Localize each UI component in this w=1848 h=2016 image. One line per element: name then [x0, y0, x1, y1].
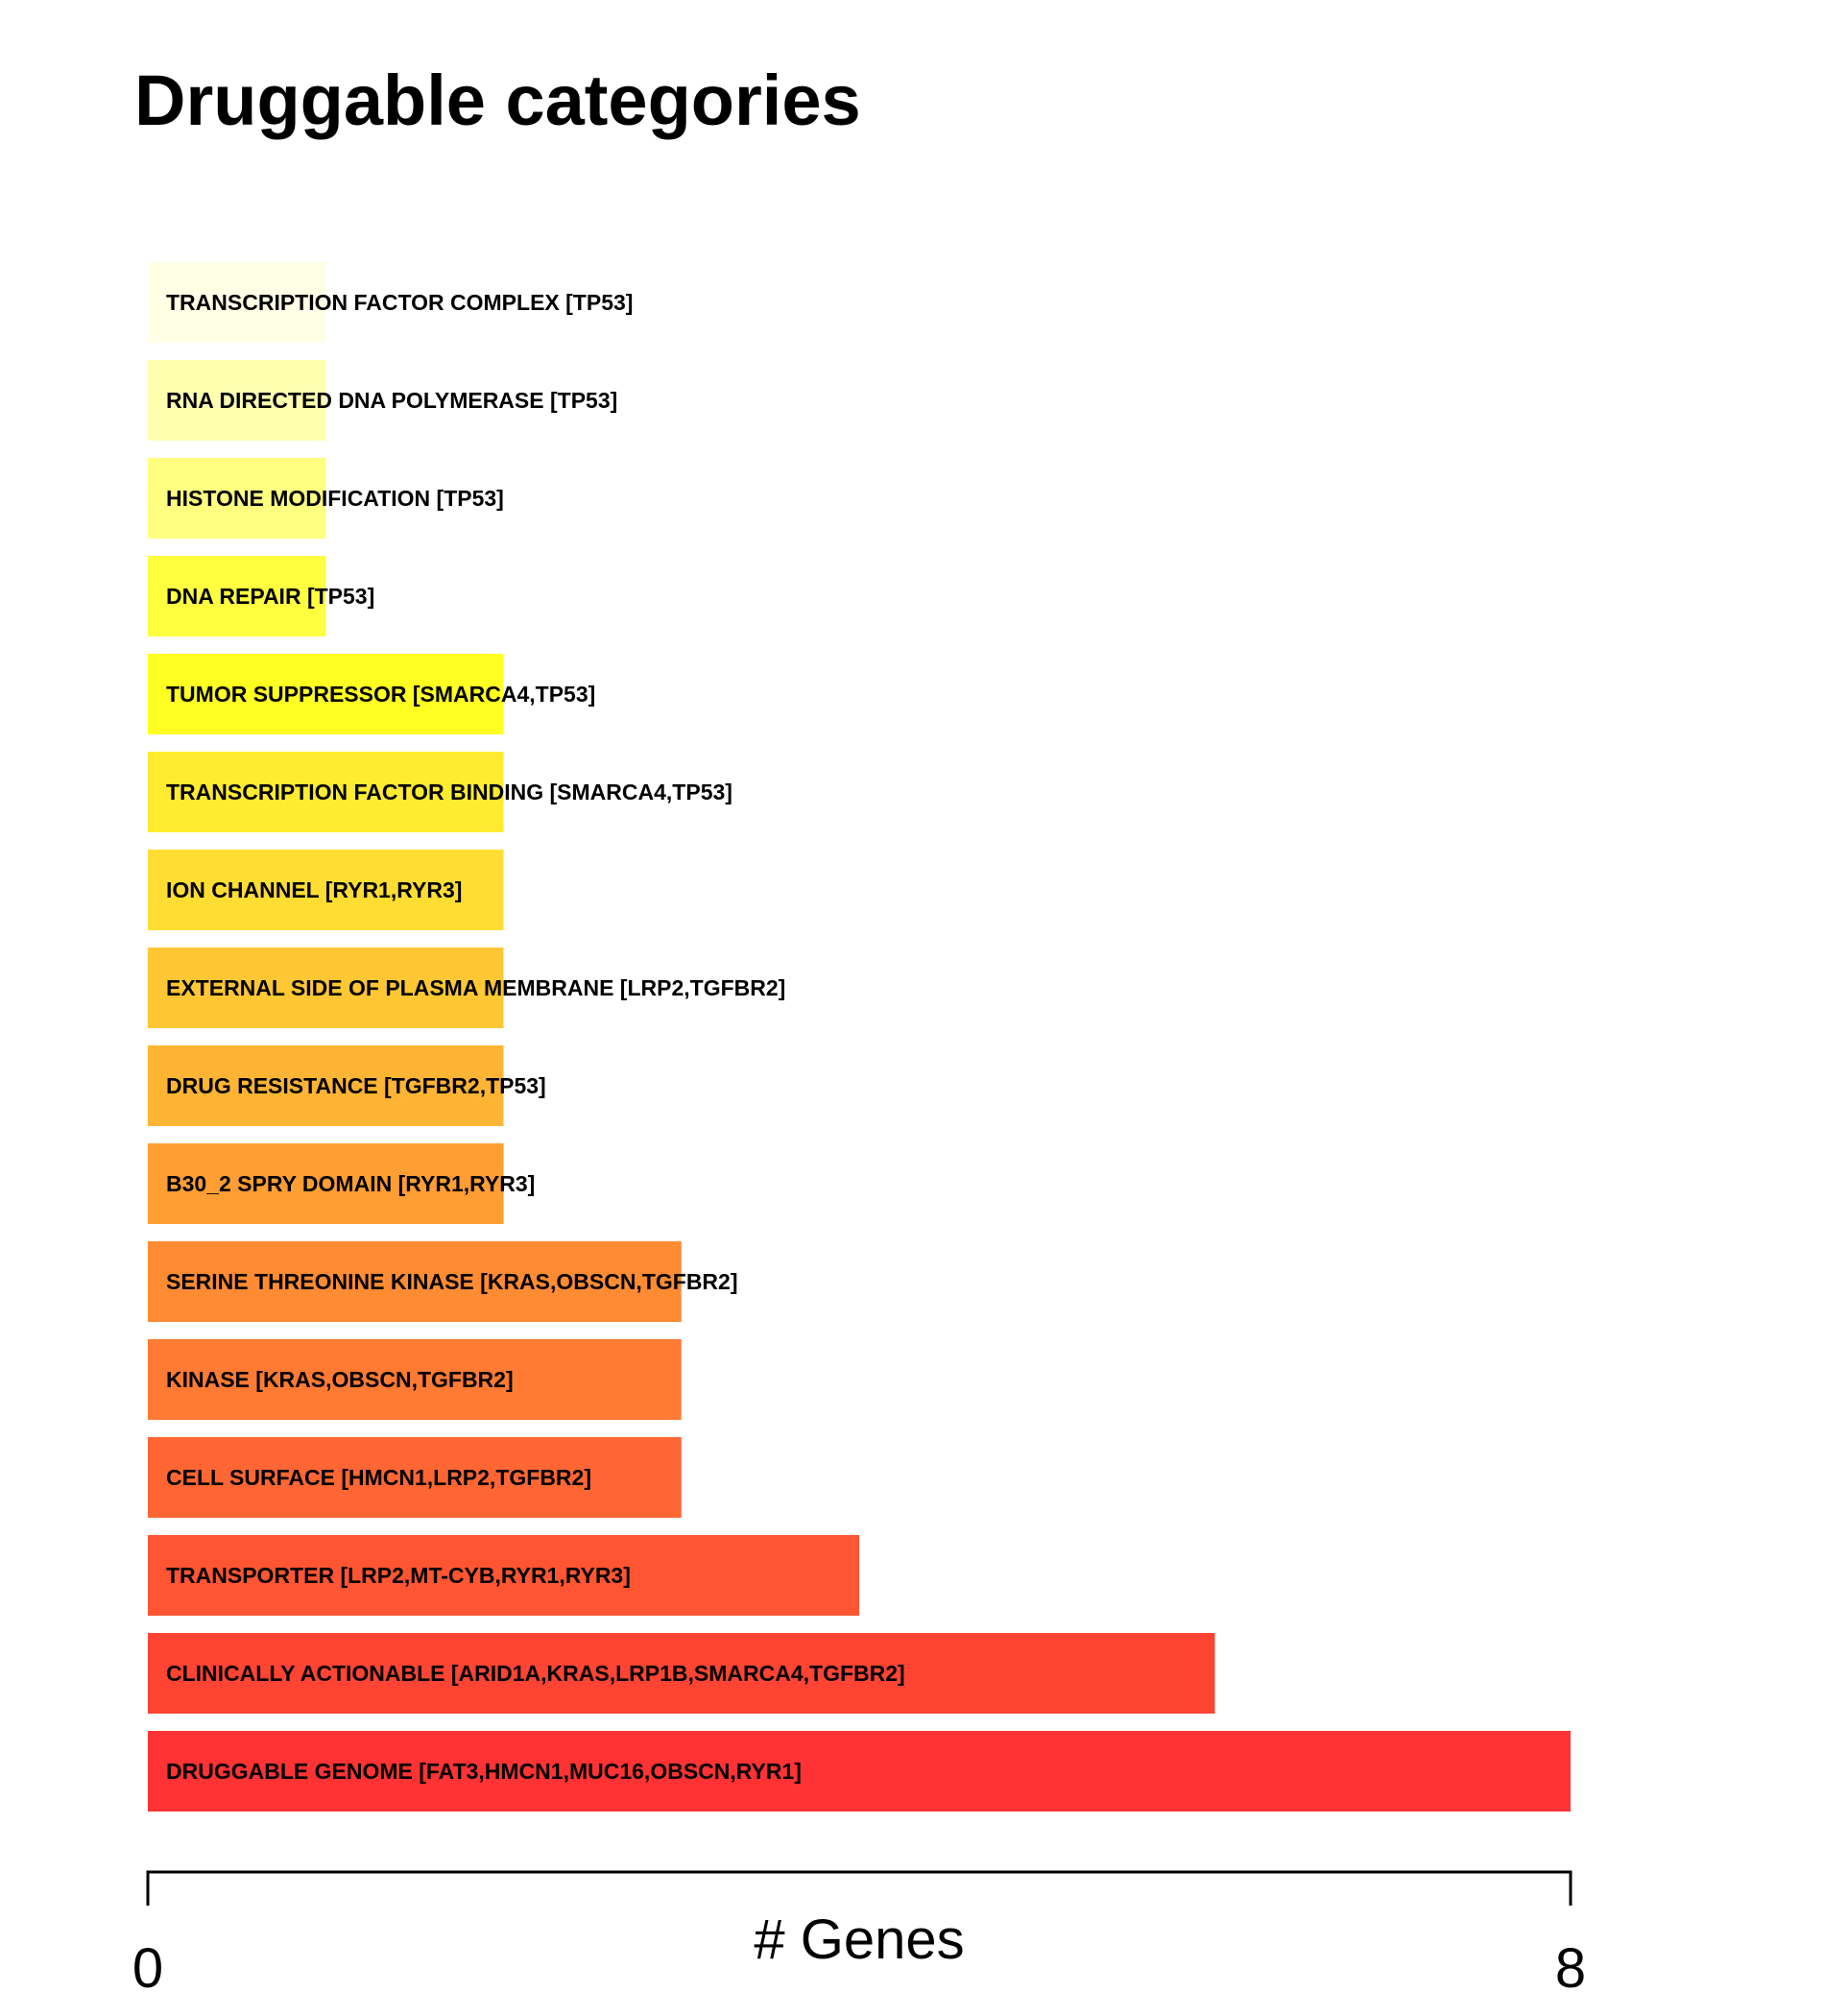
bar — [148, 1045, 504, 1126]
bar-label: KINASE [KRAS,OBSCN,TGFBR2] — [166, 1367, 514, 1392]
bar-label: DRUGGABLE GENOME [FAT3,HMCN1,MUC16,OBSCN… — [166, 1759, 802, 1784]
bar — [148, 1535, 859, 1616]
bar — [148, 458, 326, 539]
x-tick-label: 8 — [1555, 1937, 1586, 2000]
bar-label: SERINE THREONINE KINASE [KRAS,OBSCN,TGFB… — [166, 1269, 737, 1294]
bar-label: RNA DIRECTED DNA POLYMERASE [TP53] — [166, 388, 617, 413]
bar-label: ION CHANNEL [RYR1,RYR3] — [166, 877, 462, 902]
bar — [148, 556, 326, 636]
bar-label: EXTERNAL SIDE OF PLASMA MEMBRANE [LRP2,T… — [166, 975, 785, 1000]
bar — [148, 360, 326, 441]
x-axis-label: # Genes — [754, 1908, 964, 1971]
bar-label: TRANSCRIPTION FACTOR COMPLEX [TP53] — [166, 290, 633, 315]
bar-label: CLINICALLY ACTIONABLE [ARID1A,KRAS,LRP1B… — [166, 1661, 905, 1686]
bar — [148, 1731, 1571, 1812]
bar-label: TRANSCRIPTION FACTOR BINDING [SMARCA4,TP… — [166, 780, 732, 804]
x-axis-line — [146, 1870, 1572, 1906]
x-tick-label: 0 — [132, 1937, 163, 2000]
bar — [148, 262, 326, 343]
bar — [148, 1339, 682, 1420]
bar-label: TUMOR SUPPRESSOR [SMARCA4,TP53] — [166, 682, 595, 707]
bar — [148, 850, 504, 930]
chart-title: Druggable categories — [134, 60, 861, 140]
bar — [148, 948, 504, 1028]
bar — [148, 654, 504, 734]
bar-label: TRANSPORTER [LRP2,MT-CYB,RYR1,RYR3] — [166, 1563, 631, 1588]
bar — [148, 1143, 504, 1224]
bar — [148, 752, 504, 832]
bar — [148, 1437, 682, 1518]
bar-label: CELL SURFACE [HMCN1,LRP2,TGFBR2] — [166, 1465, 591, 1490]
bar-label: HISTONE MODIFICATION [TP53] — [166, 486, 504, 511]
bar-label: DRUG RESISTANCE [TGFBR2,TP53] — [166, 1073, 546, 1098]
bar — [148, 1633, 1215, 1714]
bar-label: B30_2 SPRY DOMAIN [RYR1,RYR3] — [166, 1171, 535, 1196]
bar-label: DNA REPAIR [TP53] — [166, 584, 374, 609]
bar — [148, 1241, 682, 1322]
